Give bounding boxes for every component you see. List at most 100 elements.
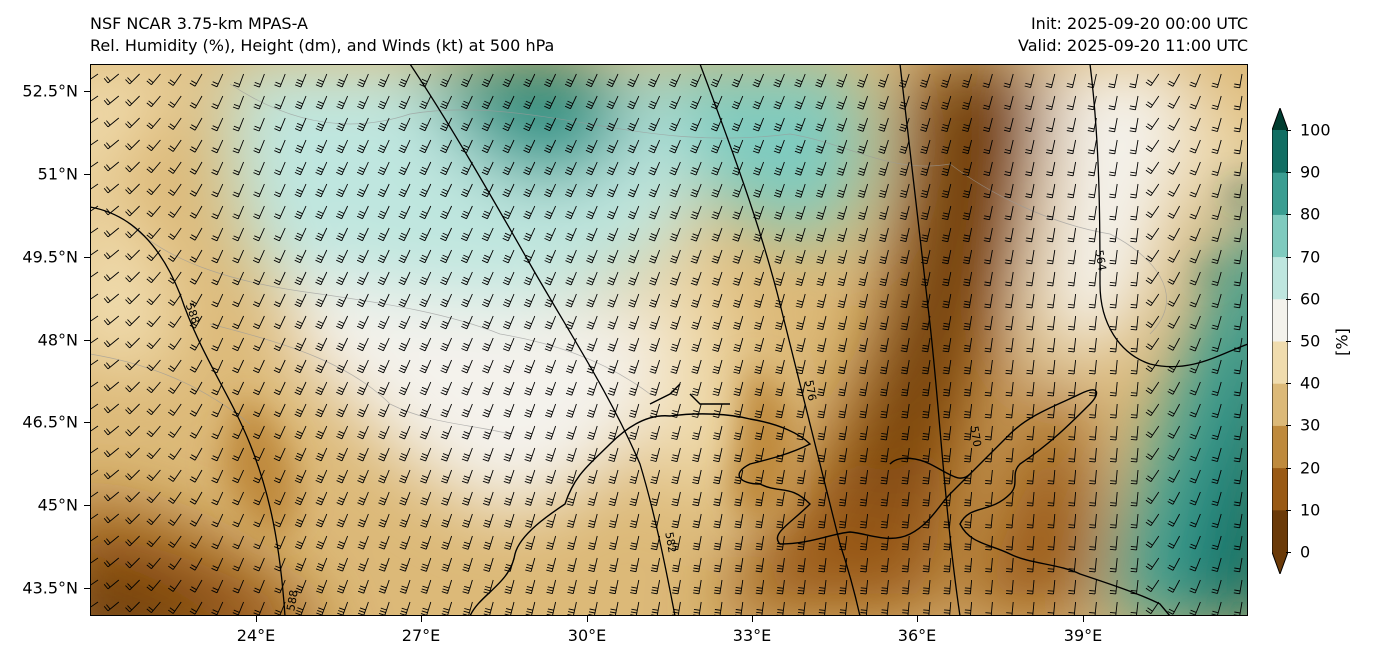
wind-barb: [858, 293, 869, 309]
wind-barb: [189, 601, 203, 615]
wind-barb: [252, 425, 265, 440]
wind-barb: [315, 183, 328, 198]
wind-barb: [440, 337, 453, 352]
wind-barb: [1109, 425, 1118, 441]
wind-barb: [794, 117, 806, 132]
wind-barb: [1005, 315, 1014, 331]
wind-barb: [315, 95, 328, 110]
wind-barb: [1145, 359, 1160, 372]
wind-barb: [1130, 293, 1139, 309]
wind-barb: [419, 117, 432, 132]
wind-barb: [1130, 425, 1139, 441]
wind-barb: [189, 95, 203, 109]
wind-barb: [586, 271, 598, 286]
wind-barb: [315, 337, 328, 352]
wind-barb: [440, 139, 453, 154]
wind-barb: [125, 579, 140, 591]
wind-barb: [670, 293, 681, 308]
wind-barb: [983, 183, 993, 199]
wind-barb: [189, 513, 203, 527]
wind-barb: [419, 425, 432, 440]
wind-barb: [899, 205, 910, 221]
wind-barb: [627, 249, 640, 264]
wind-barb: [628, 425, 640, 440]
wind-barb: [752, 73, 765, 88]
wind-barb: [797, 535, 806, 551]
wind-barb: [168, 579, 182, 592]
wind-barb: [103, 95, 120, 106]
wind-barb: [964, 469, 973, 485]
wind-barb: [1167, 139, 1180, 153]
wind-barb: [1025, 161, 1035, 177]
wind-barb: [357, 513, 369, 528]
wind-barb: [294, 381, 307, 396]
wind-barb: [1211, 491, 1222, 506]
wind-barb: [1003, 117, 1014, 133]
wind-barb: [1109, 205, 1118, 221]
wind-barb: [627, 227, 640, 242]
wind-barb: [168, 73, 182, 86]
wind-barb: [460, 205, 473, 220]
wind-barb: [1025, 271, 1035, 287]
wind-barb: [524, 513, 536, 528]
wind-barb: [629, 535, 640, 551]
wind-barb: [836, 95, 848, 110]
wind-barb: [732, 315, 744, 330]
wind-barb: [858, 337, 869, 353]
wind-barb: [922, 579, 931, 595]
wind-barb: [1109, 271, 1118, 287]
wind-barb: [1068, 491, 1077, 507]
wind-barb: [523, 139, 536, 154]
wind-barb: [942, 315, 952, 331]
wind-barb: [168, 227, 182, 240]
wind-barb: [1211, 469, 1222, 484]
wind-barb: [649, 381, 661, 396]
wind-barb: [732, 293, 744, 308]
wind-barb: [460, 139, 473, 154]
wind-barb: [399, 491, 411, 506]
wind-barb: [461, 293, 473, 308]
wind-barb: [232, 315, 245, 330]
wind-barb: [1089, 447, 1097, 463]
wind-barb: [1129, 73, 1139, 89]
wind-barb: [315, 249, 328, 264]
wind-barb: [857, 117, 869, 132]
wind-barb: [253, 557, 265, 572]
wind-barb: [796, 359, 806, 375]
wind-barb: [818, 491, 827, 507]
wind-barb: [1130, 491, 1139, 507]
wind-barb: [336, 293, 349, 308]
wind-barb: [586, 249, 598, 264]
wind-barb: [567, 579, 577, 595]
wind-barb: [1145, 227, 1160, 240]
wind-barb: [609, 579, 619, 595]
rh-shading: [90, 64, 1248, 616]
wind-barb: [670, 403, 681, 418]
wind-barb: [146, 579, 161, 592]
wind-barb: [502, 271, 515, 286]
wind-barb: [941, 227, 952, 243]
wind-barb: [419, 73, 432, 88]
wind-barb: [146, 205, 161, 218]
wind-barb: [943, 403, 952, 419]
wind-barb: [103, 249, 120, 260]
wind-barb: [146, 293, 161, 306]
wind-barb: [962, 227, 973, 243]
wind-barb: [253, 601, 265, 616]
wind-barb: [901, 381, 910, 397]
wind-barb: [692, 447, 702, 463]
wind-barb: [524, 403, 536, 418]
wind-barb: [398, 359, 411, 374]
wind-barb: [232, 205, 245, 220]
wind-barb: [168, 403, 182, 416]
colorbar-segment: [1272, 130, 1288, 173]
wind-barb: [1047, 293, 1056, 309]
wind-barb: [755, 491, 765, 507]
wind-barb: [481, 249, 494, 264]
wind-barb: [440, 227, 453, 242]
wind-barb: [836, 205, 848, 220]
wind-barb: [125, 161, 140, 173]
wind-barb: [461, 491, 473, 506]
wind-barb: [481, 117, 494, 132]
wind-barb: [211, 227, 224, 242]
